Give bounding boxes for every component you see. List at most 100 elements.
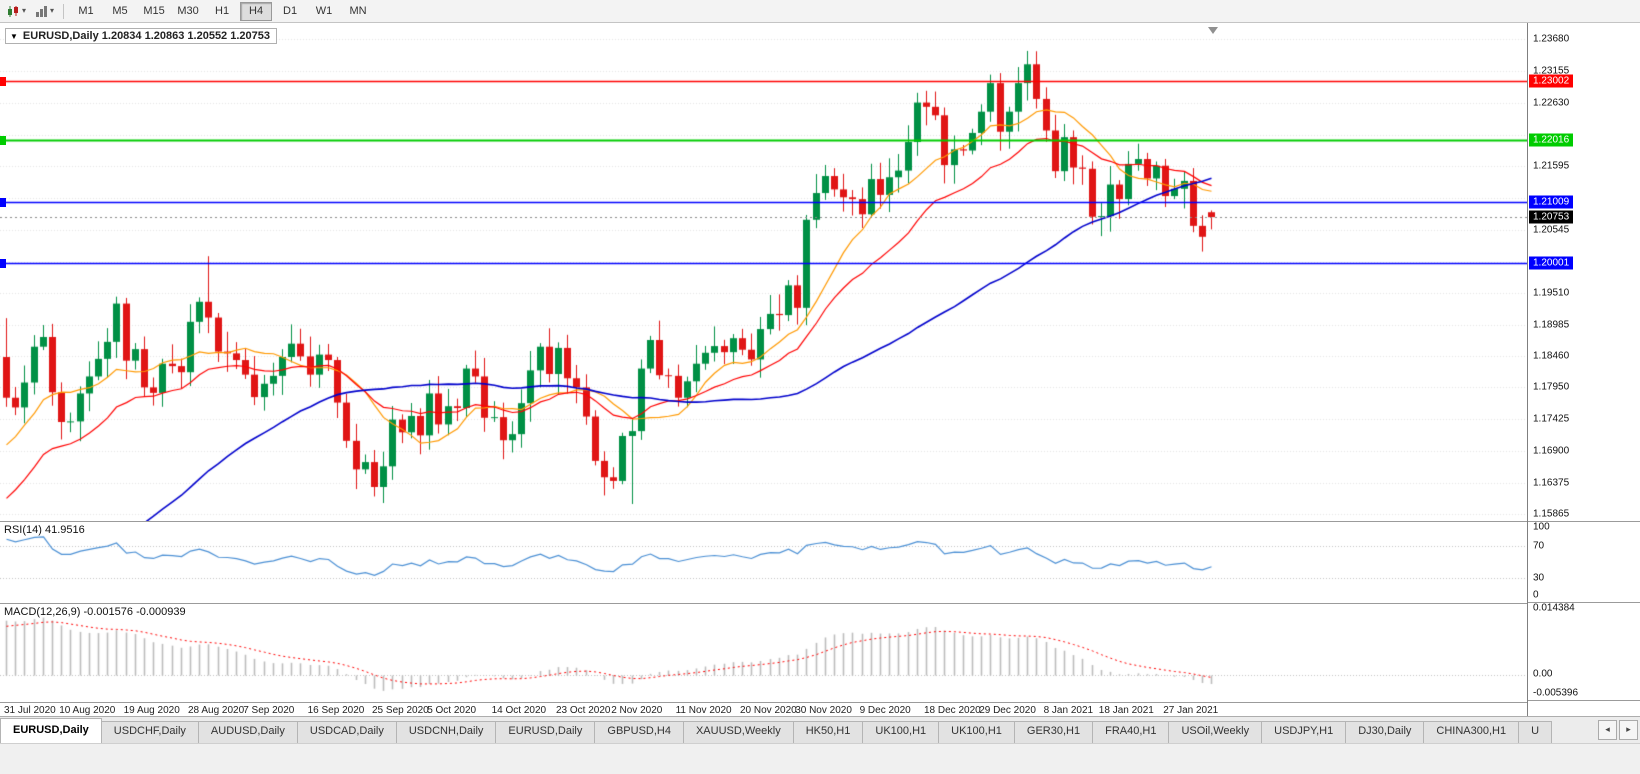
chart-tab-eurusd-daily[interactable]: EURUSD,Daily xyxy=(0,718,102,743)
timeframe-buttons: M1 M5 M15 M30 H1 H4 D1 W1 MN xyxy=(69,1,375,21)
date-axis-label: 5 Oct 2020 xyxy=(427,705,477,716)
timeframe-m30-button[interactable]: M30 xyxy=(177,4,199,17)
price-axis-label: 1.21595 xyxy=(1533,160,1570,172)
level-price-tag: 1.21009 xyxy=(1529,195,1574,209)
chart-tab-usdcnh-daily[interactable]: USDCNH,Daily xyxy=(395,721,497,743)
date-axis-label: 11 Nov 2020 xyxy=(675,705,732,716)
timeframe-w1-button[interactable]: W1 xyxy=(315,4,333,17)
chart-tab-eurusd-daily[interactable]: EURUSD,Daily xyxy=(495,721,596,743)
chart-tab-uk100-h1[interactable]: UK100,H1 xyxy=(862,721,940,743)
rsi-canvas[interactable] xyxy=(0,522,1527,602)
level-edge-marker xyxy=(0,197,6,207)
macd-label: MACD(12,26,9) -0.001576 -0.000939 xyxy=(4,606,186,618)
macd-axis-label: -0.005396 xyxy=(1533,687,1579,699)
chart-tab-usdchf-daily[interactable]: USDCHF,Daily xyxy=(100,721,199,743)
chart-tab-usdcad-daily[interactable]: USDCAD,Daily xyxy=(296,721,397,743)
chart-shift-marker-icon xyxy=(1208,27,1218,34)
date-axis-label: 30 Nov 2020 xyxy=(795,705,852,716)
dropdown-caret-icon: ▾ xyxy=(50,6,55,15)
main-chart-panel[interactable]: ▼ EURUSD,Daily 1.20834 1.20863 1.20552 1… xyxy=(0,23,1527,521)
price-axis-label: 1.16375 xyxy=(1533,477,1570,489)
chart-tab-hk50-h1[interactable]: HK50,H1 xyxy=(792,721,864,743)
date-axis-label: 18 Jan 2021 xyxy=(1098,705,1154,716)
main-chart-canvas[interactable] xyxy=(0,23,1527,521)
chart-title-box[interactable]: ▼ EURUSD,Daily 1.20834 1.20863 1.20552 1… xyxy=(5,28,277,44)
status-bar xyxy=(0,743,1640,774)
chart-tab-u[interactable]: U xyxy=(1518,721,1553,743)
date-axis-label: 28 Aug 2020 xyxy=(188,705,245,716)
chart-workspace: ▼ EURUSD,Daily 1.20834 1.20863 1.20552 1… xyxy=(0,23,1640,719)
timeframe-m5-button[interactable]: M5 xyxy=(112,4,128,17)
date-axis-label: 29 Dec 2020 xyxy=(979,705,1036,716)
price-axis-label: 1.23680 xyxy=(1533,33,1570,45)
chart-tab-xauusd-weekly[interactable]: XAUUSD,Weekly xyxy=(682,721,794,743)
price-axis-label: 1.18460 xyxy=(1533,350,1570,362)
rsi-panel[interactable]: RSI(14) 41.9516 xyxy=(0,521,1527,603)
chart-tools-button[interactable]: ▾ xyxy=(31,1,58,21)
chart-title-text: EURUSD,Daily 1.20834 1.20863 1.20552 1.2… xyxy=(22,30,270,42)
chart-tabs: EURUSD,Daily USDCHF,Daily AUDUSD,Daily USDC… xyxy=(0,718,1598,743)
date-axis-label: 25 Sep 2020 xyxy=(372,705,429,716)
timeframe-m15-button[interactable]: M15 xyxy=(143,4,165,17)
toolbar-separator xyxy=(63,3,65,19)
chart-tab-china300-h1[interactable]: CHINA300,H1 xyxy=(1423,721,1520,743)
chart-tab-audusd-daily[interactable]: AUDUSD,Daily xyxy=(197,721,298,743)
current-price-tag: 1.20753 xyxy=(1529,210,1574,224)
date-axis-label: 27 Jan 2021 xyxy=(1163,705,1219,716)
level-edge-marker xyxy=(0,76,6,86)
panel-separator xyxy=(1528,521,1640,522)
panel-separator xyxy=(1528,700,1640,701)
timeframe-mn-button[interactable]: MN xyxy=(349,4,367,17)
toolbar: ▾ ▾ M1 M5 M15 M30 H1 H4 D1 W1 MN xyxy=(0,0,1640,23)
chart-tab-usdjpy-h1[interactable]: USDJPY,H1 xyxy=(1261,721,1347,743)
chart-tab-gbpusd-h4[interactable]: GBPUSD,H4 xyxy=(594,721,684,743)
chart-tab-bar: EURUSD,Daily USDCHF,Daily AUDUSD,Daily USDC… xyxy=(0,716,1640,743)
symbol-collapse-icon[interactable]: ▼ xyxy=(10,31,18,41)
tab-scroll-controls: ◂ ▸ xyxy=(1598,720,1638,740)
level-edge-marker xyxy=(0,258,6,268)
timeframe-h1-button[interactable]: H1 xyxy=(215,4,230,17)
level-price-tag: 1.23002 xyxy=(1529,74,1574,88)
rsi-axis-label: 0 xyxy=(1533,589,1539,601)
price-axis-label: 1.23155 xyxy=(1533,65,1570,77)
date-axis-label: 8 Jan 2021 xyxy=(1043,705,1094,716)
chart-tab-uk100-h1[interactable]: UK100,H1 xyxy=(938,721,1015,743)
tab-scroll-right-button[interactable]: ▸ xyxy=(1619,720,1638,740)
chart-tab-dj30-daily[interactable]: DJ30,Daily xyxy=(1345,721,1425,743)
level-price-tag: 1.20001 xyxy=(1529,256,1574,270)
date-axis-label: 10 Aug 2020 xyxy=(59,705,116,716)
date-axis-label: 20 Nov 2020 xyxy=(740,705,797,716)
date-axis-label: 23 Oct 2020 xyxy=(556,705,611,716)
date-axis-label: 18 Dec 2020 xyxy=(924,705,981,716)
price-axis-label: 1.17425 xyxy=(1533,413,1570,425)
level-price-tag: 1.22016 xyxy=(1529,133,1574,147)
chart-plots: ▼ EURUSD,Daily 1.20834 1.20863 1.20552 1… xyxy=(0,23,1527,719)
macd-axis-label: 0.014384 xyxy=(1533,602,1575,614)
chart-tab-ger30-h1[interactable]: GER30,H1 xyxy=(1013,721,1094,743)
chart-tab-usoil-weekly[interactable]: USOil,Weekly xyxy=(1168,721,1263,743)
price-axis-label: 1.17950 xyxy=(1533,381,1570,393)
price-axis-label: 1.19510 xyxy=(1533,287,1570,299)
price-axis[interactable]: 1.23680 1.23155 1.22630 1.21595 1.20545 1.195… xyxy=(1527,23,1640,716)
date-axis-label: 14 Oct 2020 xyxy=(491,705,547,716)
macd-axis-label: 0.00 xyxy=(1533,668,1553,680)
macd-panel[interactable]: MACD(12,26,9) -0.001576 -0.000939 xyxy=(0,603,1527,702)
rsi-label: RSI(14) 41.9516 xyxy=(4,524,85,536)
level-edge-marker xyxy=(0,136,6,146)
price-axis-label: 1.22630 xyxy=(1533,97,1570,109)
candlestick-chart-icon xyxy=(8,5,18,17)
date-axis-label: 2 Nov 2020 xyxy=(611,705,663,716)
chart-type-button[interactable]: ▾ xyxy=(3,1,30,21)
date-axis[interactable]: 31 Jul 2020 10 Aug 2020 19 Aug 2020 28 Aug … xyxy=(0,702,1527,719)
tab-scroll-left-button[interactable]: ◂ xyxy=(1598,720,1617,740)
rsi-axis-label: 30 xyxy=(1533,572,1545,584)
price-axis-label: 1.16900 xyxy=(1533,445,1570,457)
timeframe-m1-button[interactable]: M1 xyxy=(78,4,94,17)
timeframe-h4-button[interactable]: H4 xyxy=(240,1,273,21)
chart-tab-fra40-h1[interactable]: FRA40,H1 xyxy=(1092,721,1170,743)
macd-canvas[interactable] xyxy=(0,604,1527,701)
bar-chart-icon xyxy=(36,5,48,17)
timeframe-d1-button[interactable]: D1 xyxy=(283,4,298,17)
price-axis-label: 1.20545 xyxy=(1533,224,1570,236)
date-axis-label: 16 Sep 2020 xyxy=(307,705,365,716)
